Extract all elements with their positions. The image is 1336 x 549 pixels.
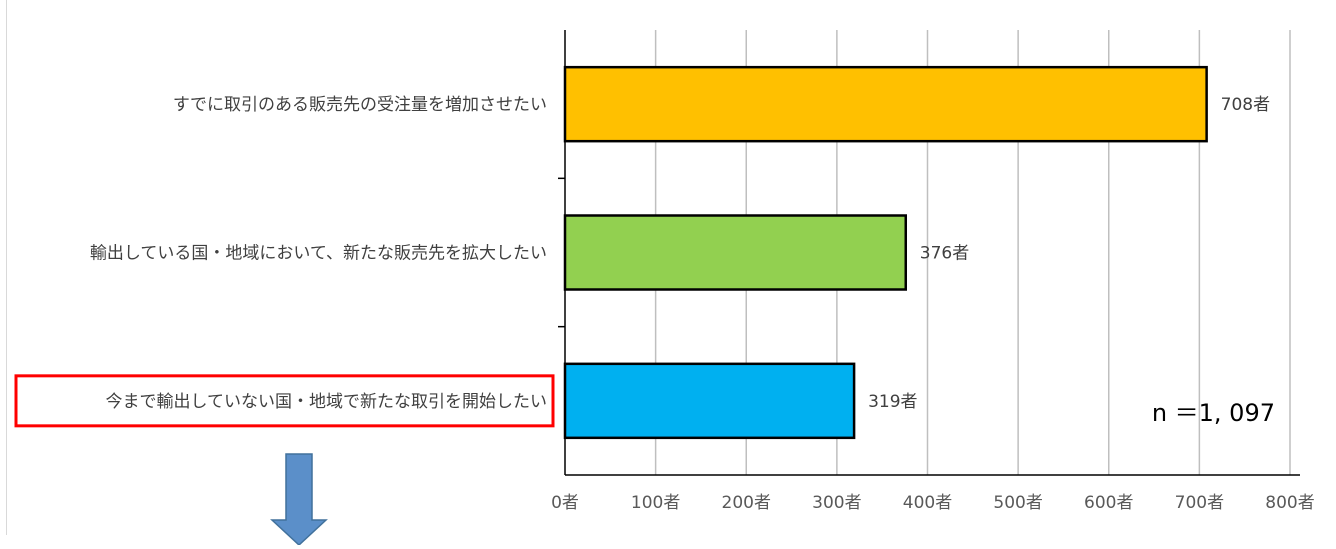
- x-tick-label: 600者: [1084, 493, 1133, 513]
- category-label: 今まで輸出していない国・地域で新たな取引を開始したい: [106, 392, 548, 412]
- x-tick-label: 400者: [903, 493, 952, 513]
- bar: [563, 214, 907, 291]
- left-divider: [6, 0, 7, 535]
- bar: [563, 362, 856, 440]
- value-label: 376者: [920, 244, 969, 264]
- bar: [563, 65, 1208, 143]
- x-tick-label: 100者: [631, 493, 680, 513]
- x-tick-label: 500者: [993, 493, 1042, 513]
- value-label: 708者: [1221, 95, 1270, 115]
- highlight-box: [14, 374, 555, 428]
- x-tick-label: 700者: [1175, 493, 1224, 513]
- category-label: すでに取引のある販売先の受注量を増加させたい: [173, 95, 547, 115]
- x-tick-label: 0者: [551, 493, 579, 513]
- value-label: 319者: [868, 392, 917, 412]
- bars: [563, 65, 1208, 440]
- x-tick-label: 200者: [722, 493, 771, 513]
- down-arrow-icon: [270, 453, 328, 547]
- sample-size-annotation: n ＝1, 097: [1152, 399, 1275, 427]
- x-tick-label: 800者: [1265, 493, 1314, 513]
- category-label: 輸出している国・地域において、新たな販売先を拡大したい: [90, 244, 547, 264]
- x-tick-label: 300者: [812, 493, 861, 513]
- labels: 0者 100者 200者 300者 400者 500者 600者 700者 800者 708者 すで…: [14, 95, 1315, 513]
